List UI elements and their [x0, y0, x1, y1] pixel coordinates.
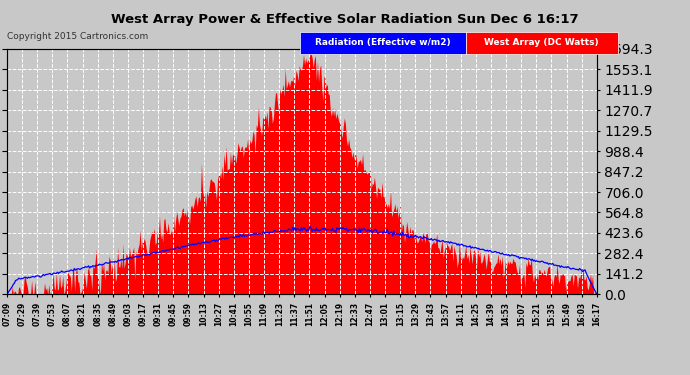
- Text: Radiation (Effective w/m2): Radiation (Effective w/m2): [315, 38, 451, 47]
- Bar: [300, 32, 466, 54]
- Text: West Array Power & Effective Solar Radiation Sun Dec 6 16:17: West Array Power & Effective Solar Radia…: [111, 13, 579, 26]
- Text: Copyright 2015 Cartronics.com: Copyright 2015 Cartronics.com: [7, 32, 148, 41]
- Bar: [466, 32, 618, 54]
- Text: West Array (DC Watts): West Array (DC Watts): [484, 38, 599, 47]
